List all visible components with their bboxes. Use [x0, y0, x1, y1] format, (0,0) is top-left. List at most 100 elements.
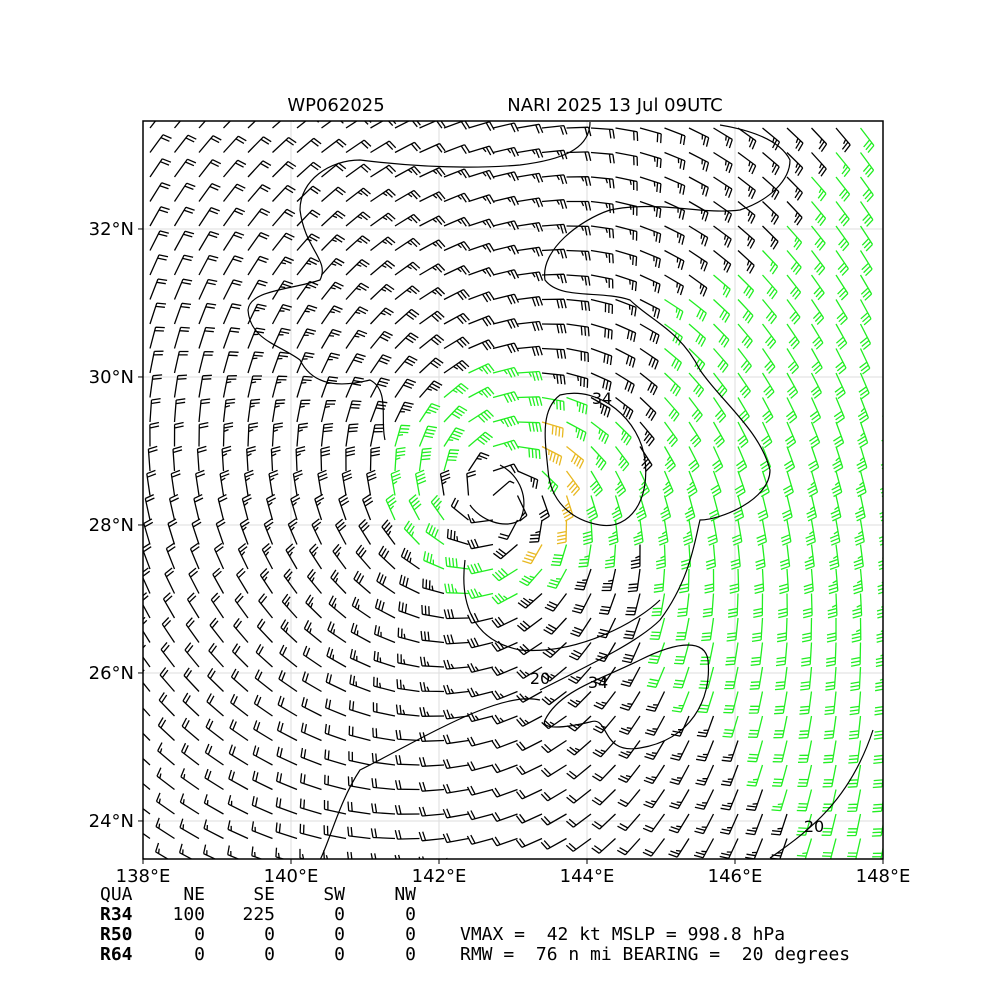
wind-barb	[425, 523, 445, 546]
wind-barb	[517, 470, 539, 490]
wind-barb	[696, 715, 715, 738]
wind-barb	[615, 298, 637, 317]
wind-barb	[296, 137, 322, 153]
wind-barb	[541, 273, 567, 284]
wind-barb	[786, 348, 800, 375]
wind-barb	[761, 421, 773, 449]
wind-barb	[328, 595, 347, 619]
wind-barb	[332, 543, 347, 570]
wind-barb	[321, 234, 346, 251]
x-tick-label: 146°E	[708, 866, 763, 887]
wind-barb	[227, 795, 249, 815]
wind-barb	[385, 493, 397, 521]
wind-barb	[370, 121, 397, 129]
wind-barb	[859, 274, 873, 301]
wind-barb	[418, 856, 425, 859]
wind-barb	[466, 470, 476, 496]
wind-barb	[467, 451, 490, 472]
wind-barb	[835, 176, 851, 202]
wind-barb	[755, 544, 766, 571]
wind-barb	[346, 851, 353, 859]
wind-barb	[491, 763, 518, 774]
wind-barb	[770, 863, 787, 884]
wind-barb	[648, 642, 666, 664]
wind-barb	[143, 832, 151, 840]
wind-barb	[745, 789, 764, 811]
wind-barb	[345, 376, 364, 398]
wind-barb	[615, 372, 635, 394]
wind-barb	[835, 250, 849, 276]
wind-barb	[684, 495, 696, 522]
wind-barb	[561, 495, 574, 522]
wind-barb	[281, 593, 298, 619]
wind-barb	[664, 348, 682, 372]
wind-barb	[247, 255, 269, 276]
wind-barb	[296, 328, 317, 349]
wind-barb	[615, 396, 634, 420]
wind-barb	[780, 519, 792, 546]
wind-barb	[649, 617, 666, 640]
wind-barb	[228, 744, 249, 766]
wind-barb	[707, 519, 718, 546]
wind-barb	[737, 397, 750, 424]
wind-barb	[345, 423, 359, 447]
wind-barb	[265, 493, 277, 521]
wind-barb	[858, 372, 870, 400]
wind-barb	[878, 533, 883, 546]
wind-barb	[394, 165, 421, 178]
wind-barb	[639, 397, 657, 421]
wind-barb	[247, 208, 271, 227]
wind-barb	[835, 348, 847, 375]
wind-barb	[272, 121, 295, 129]
wind-barb	[430, 494, 445, 521]
wind-barb	[625, 593, 641, 616]
wind-barb	[643, 764, 666, 785]
wind-barb	[149, 182, 171, 202]
y-tick-label: 30°N	[89, 367, 134, 388]
wind-barb	[253, 720, 273, 742]
wind-barb	[541, 739, 567, 754]
wind-barb	[762, 201, 780, 225]
wind-barb	[517, 445, 541, 460]
wind-barb	[699, 642, 715, 665]
wind-barb	[682, 519, 694, 546]
wind-barb	[198, 230, 220, 251]
wind-barb	[327, 621, 347, 644]
wind-barb	[517, 370, 543, 381]
wind-barb	[154, 842, 170, 859]
wind-barb	[233, 618, 249, 643]
wind-barb	[373, 624, 396, 644]
wind-barb	[491, 836, 518, 847]
wind-barb	[566, 445, 585, 469]
wind-barb	[395, 704, 420, 717]
wind-barb	[247, 121, 257, 129]
wind-barb	[276, 721, 298, 742]
wind-barb	[857, 421, 869, 449]
wind-barb	[774, 691, 788, 715]
wind-barb	[492, 439, 520, 451]
wind-barb	[323, 825, 347, 840]
wind-barb	[320, 352, 341, 374]
wind-barb	[320, 281, 344, 300]
wind-barb	[663, 421, 678, 448]
wind-barb	[725, 642, 739, 666]
wind-barb	[247, 232, 270, 251]
wind-barb	[828, 544, 840, 571]
wind-barb	[776, 617, 788, 643]
wind-barb	[468, 145, 495, 156]
wind-barb	[821, 863, 836, 884]
wind-barb	[222, 279, 243, 300]
wind-barb	[419, 215, 446, 227]
wind-barb	[420, 630, 445, 644]
wind-barb	[275, 797, 298, 815]
grid	[142, 121, 884, 859]
wind-barb	[180, 768, 200, 791]
wind-barb	[174, 121, 182, 129]
wind-barb	[408, 494, 422, 521]
wind-barb	[639, 274, 661, 294]
wind-barb	[443, 609, 469, 620]
wind-barb	[394, 189, 421, 203]
wind-barb	[546, 568, 568, 589]
wind-barb	[664, 372, 681, 397]
wind-barb	[642, 838, 666, 857]
